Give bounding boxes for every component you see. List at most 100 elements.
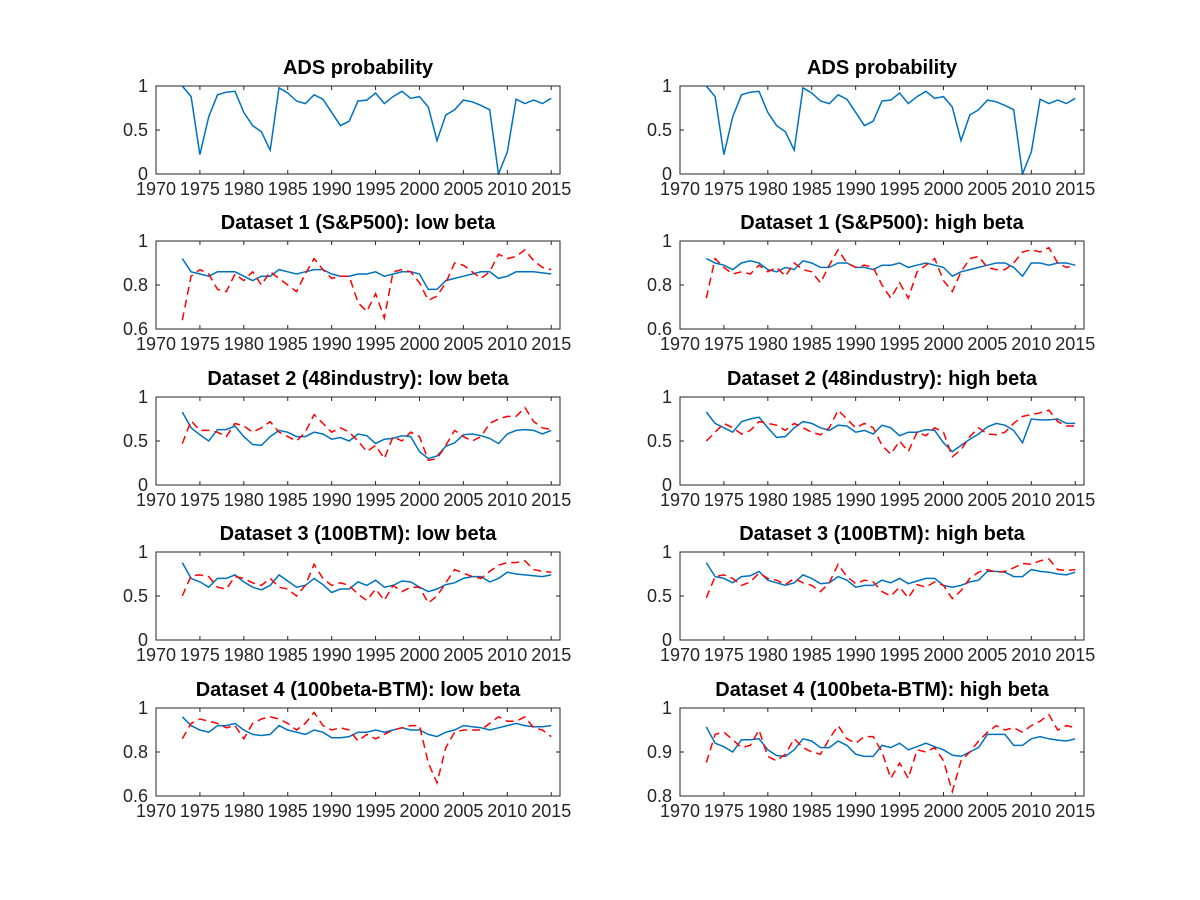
subplot-title: Dataset 4 (100beta-BTM): low beta xyxy=(196,679,521,701)
x-tick-label: 2010 xyxy=(487,179,527,199)
x-tick-label: 1995 xyxy=(356,645,396,665)
dashed-series-line xyxy=(705,408,1076,459)
subplot-title: Dataset 2 (48industry): low beta xyxy=(207,368,509,390)
y-tick-label: 0.5 xyxy=(123,431,148,451)
series-group xyxy=(181,559,552,605)
x-tick-label: 1980 xyxy=(748,490,788,510)
series-group xyxy=(705,713,1076,795)
x-tick-label: 1985 xyxy=(268,645,308,665)
x-tick-label: 1970 xyxy=(660,334,700,354)
x-tick-label: 2000 xyxy=(399,645,439,665)
y-tick-label: 0.8 xyxy=(123,742,148,762)
x-tick-label: 1970 xyxy=(136,801,176,821)
y-tick-label: 0 xyxy=(138,630,148,650)
y-tick-label: 1 xyxy=(662,231,672,251)
x-tick-label: 1990 xyxy=(312,334,352,354)
dashed-series-line xyxy=(705,713,1076,795)
solid-series-line xyxy=(705,562,1076,589)
y-tick-label: 1 xyxy=(138,387,148,407)
x-tick-label: 1975 xyxy=(180,334,220,354)
x-tick-label: 2015 xyxy=(1055,334,1095,354)
x-tick-label: 2010 xyxy=(1011,490,1051,510)
x-tick-label: 2015 xyxy=(531,490,571,510)
y-tick-label: 0.5 xyxy=(647,431,672,451)
x-tick-label: 1980 xyxy=(748,645,788,665)
x-tick-label: 1995 xyxy=(880,490,920,510)
y-tick-label: 0.5 xyxy=(647,586,672,606)
y-tick-label: 0.5 xyxy=(123,120,148,140)
x-tick-label: 1980 xyxy=(224,645,264,665)
x-tick-label: 2005 xyxy=(443,179,483,199)
y-tick-label: 1 xyxy=(662,542,672,562)
x-tick-label: 2010 xyxy=(487,801,527,821)
x-tick-label: 1985 xyxy=(268,334,308,354)
y-tick-label: 1 xyxy=(138,231,148,251)
x-tick-label: 1985 xyxy=(792,334,832,354)
x-tick-label: 1980 xyxy=(748,179,788,199)
solid-series-line xyxy=(705,85,1076,175)
x-tick-label: 1985 xyxy=(268,490,308,510)
solid-series-line xyxy=(705,257,1076,278)
x-tick-label: 2005 xyxy=(967,334,1007,354)
x-tick-label: 1975 xyxy=(180,801,220,821)
x-tick-label: 1990 xyxy=(312,645,352,665)
series-group xyxy=(181,711,552,786)
subplot-title: Dataset 1 (S&P500): high beta xyxy=(740,212,1024,234)
x-tick-label: 2005 xyxy=(443,801,483,821)
solid-series-line xyxy=(705,726,1076,758)
x-tick-label: 2015 xyxy=(531,179,571,199)
subplot-6: Dataset 2 (48industry): high beta 1970 197… xyxy=(647,368,1095,510)
y-tick-label: 1 xyxy=(138,698,148,718)
x-tick-label: 2000 xyxy=(399,801,439,821)
subplot-9: Dataset 4 (100beta-BTM): low beta 1970 197… xyxy=(123,679,571,821)
y-tick-label: 1 xyxy=(662,698,672,718)
x-tick-label: 1990 xyxy=(836,645,876,665)
x-tick-label: 1975 xyxy=(180,490,220,510)
x-tick-label: 2015 xyxy=(1055,490,1095,510)
x-tick-label: 1970 xyxy=(660,645,700,665)
series-group xyxy=(705,408,1076,459)
subplot-3: Dataset 1 (S&P500): low beta 1970 1975 1980… xyxy=(123,212,571,354)
solid-series-line xyxy=(181,258,552,291)
series-group xyxy=(705,246,1076,301)
x-tick-label: 2015 xyxy=(1055,179,1095,199)
x-tick-label: 1995 xyxy=(880,179,920,199)
y-tick-label: 0 xyxy=(662,164,672,184)
y-tick-label: 0.9 xyxy=(647,742,672,762)
x-tick-label: 1995 xyxy=(356,490,396,510)
x-tick-label: 1990 xyxy=(836,490,876,510)
x-tick-label: 2010 xyxy=(1011,801,1051,821)
y-tick-label: 0.6 xyxy=(647,319,672,339)
subplot-title: Dataset 2 (48industry): high beta xyxy=(727,368,1038,390)
x-tick-label: 1980 xyxy=(224,801,264,821)
dashed-series-line xyxy=(181,559,552,605)
x-tick-label: 1975 xyxy=(704,801,744,821)
y-tick-label: 1 xyxy=(138,76,148,96)
solid-series-line xyxy=(181,411,552,460)
series-group xyxy=(181,406,552,462)
x-tick-label: 2010 xyxy=(1011,645,1051,665)
x-tick-label: 1975 xyxy=(704,179,744,199)
x-tick-label: 2015 xyxy=(1055,801,1095,821)
subplot-5: Dataset 2 (48industry): low beta 1970 1975… xyxy=(123,368,571,510)
x-tick-label: 2005 xyxy=(967,490,1007,510)
x-tick-label: 2000 xyxy=(923,490,963,510)
solid-series-line xyxy=(181,716,552,739)
dashed-series-line xyxy=(181,406,552,462)
x-tick-label: 1995 xyxy=(356,801,396,821)
x-tick-label: 1970 xyxy=(136,645,176,665)
x-tick-label: 1995 xyxy=(880,645,920,665)
dashed-series-line xyxy=(181,248,552,321)
x-tick-label: 2015 xyxy=(531,801,571,821)
series-group xyxy=(705,558,1076,600)
x-tick-label: 2005 xyxy=(443,490,483,510)
x-tick-label: 1985 xyxy=(792,645,832,665)
x-tick-label: 2010 xyxy=(487,645,527,665)
axes-box xyxy=(679,707,1085,797)
x-tick-label: 2005 xyxy=(967,179,1007,199)
